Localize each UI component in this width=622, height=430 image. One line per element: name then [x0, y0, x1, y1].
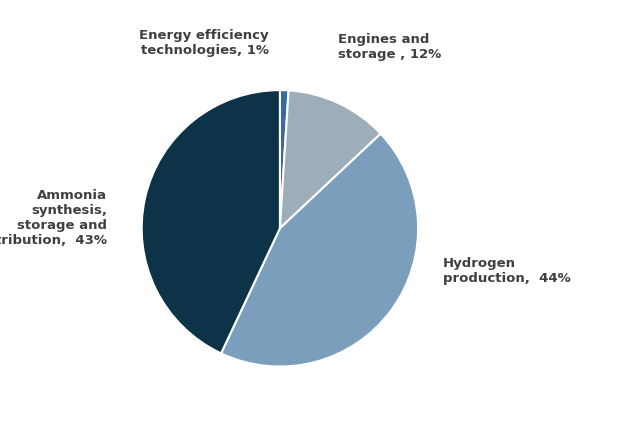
Text: Engines and
storage , 12%: Engines and storage , 12% [338, 33, 441, 61]
Wedge shape [221, 135, 418, 367]
Text: Hydrogen
production,  44%: Hydrogen production, 44% [443, 256, 571, 284]
Text: Energy efficiency
technologies, 1%: Energy efficiency technologies, 1% [139, 28, 269, 56]
Wedge shape [280, 91, 381, 229]
Text: Ammonia
synthesis,
storage and
distribution,  43%: Ammonia synthesis, storage and distribut… [0, 189, 107, 247]
Wedge shape [142, 91, 280, 353]
Wedge shape [280, 91, 289, 229]
